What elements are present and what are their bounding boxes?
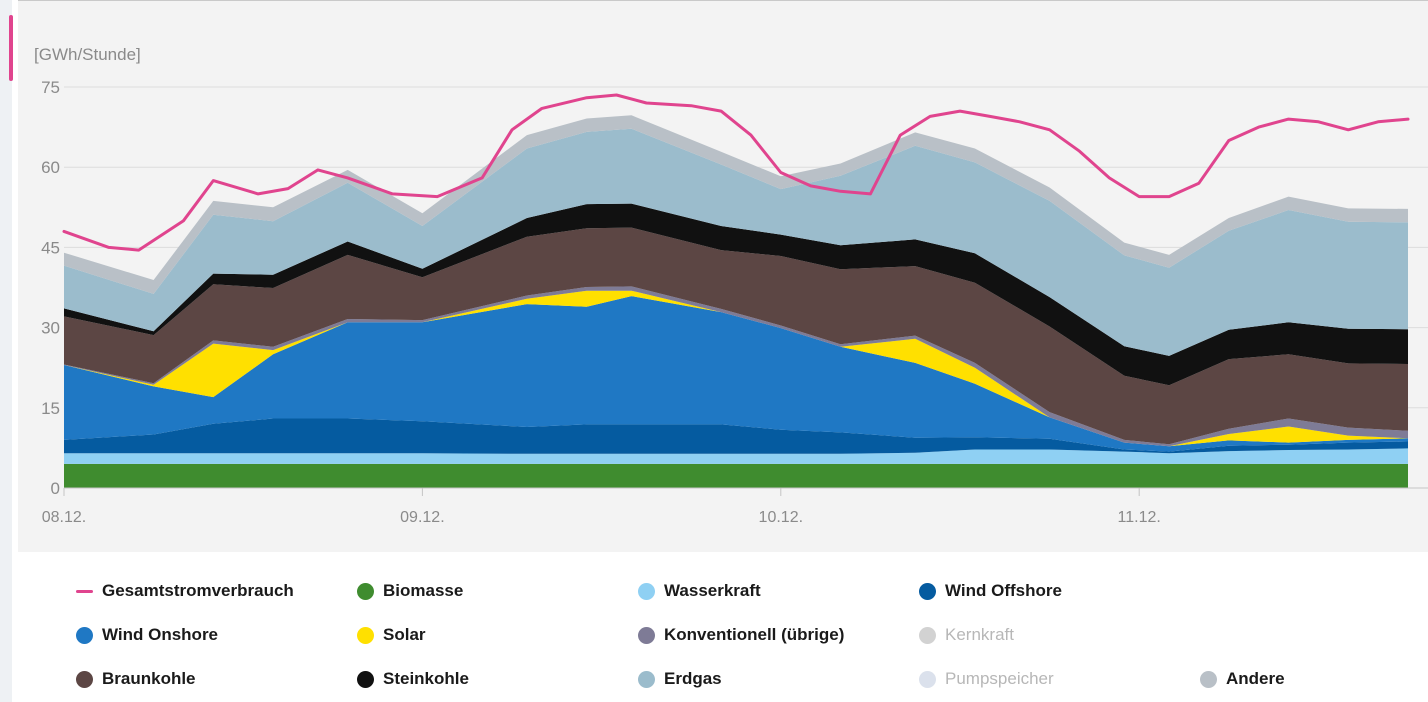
dot-marker-icon [76, 670, 93, 688]
consumption-line-layer [62, 93, 1410, 252]
dot-marker-icon [357, 626, 374, 644]
x-tick-label: 09.12. [400, 509, 444, 526]
series-area-wind-onshore[interactable] [64, 296, 1408, 452]
legend-item-gesamtstromverbrauch[interactable]: Gesamtstromverbrauch [76, 579, 294, 603]
series-area-erdgas[interactable] [64, 128, 1408, 356]
legend-item-wind-offshore[interactable]: Wind Offshore [919, 579, 1062, 603]
dot-marker-icon [919, 670, 936, 688]
series-area-wind-offshore[interactable] [64, 418, 1408, 454]
legend-item-pumpspeicher[interactable]: Pumpspeicher [919, 667, 1054, 691]
legend-label: Erdgas [664, 669, 722, 688]
legend-item-braunkohle[interactable]: Braunkohle [76, 667, 196, 691]
dot-marker-icon [357, 670, 374, 688]
y-tick-label: 30 [41, 319, 60, 338]
y-tick-label: 75 [41, 78, 60, 97]
series-area-braunkohle[interactable] [64, 227, 1408, 445]
legend-label: Konventionell (übrige) [664, 625, 845, 644]
stacked-areas [64, 115, 1408, 488]
legend-item-erdgas[interactable]: Erdgas [638, 667, 722, 691]
electricity-chart: 0 15 30 45 60 75 08.12. 09.12. 10.12. 11.12. [GWh… [34, 45, 1428, 526]
y-unit-label: [GWh/Stunde] [34, 45, 141, 64]
series-area-steinkohle[interactable] [64, 203, 1408, 386]
y-tick-label: 60 [41, 158, 60, 177]
dot-marker-icon [638, 670, 655, 688]
legend-item-solar[interactable]: Solar [357, 623, 426, 647]
dot-marker-icon [1200, 670, 1217, 688]
legend-label: Solar [383, 625, 426, 644]
dot-marker-icon [76, 626, 93, 644]
legend-label: Biomasse [383, 581, 464, 600]
x-tick-label: 08.12. [42, 509, 86, 526]
dot-marker-icon [638, 582, 655, 600]
dot-marker-icon [357, 582, 374, 600]
x-tick-label: 10.12. [759, 509, 803, 526]
y-tick-label: 15 [41, 399, 60, 418]
chart-panel: 0 15 30 45 60 75 08.12. 09.12. 10.12. 11.12. [GWh… [18, 0, 1428, 552]
legend-item-steinkohle[interactable]: Steinkohle [357, 667, 469, 691]
legend-label: Pumpspeicher [945, 669, 1054, 688]
dot-marker-icon [919, 582, 936, 600]
y-tick-label: 0 [51, 479, 60, 498]
legend-label: Kernkraft [945, 625, 1014, 644]
dot-marker-icon [919, 626, 936, 644]
legend-item-konventionell-brige[interactable]: Konventionell (übrige) [638, 623, 844, 647]
side-rail [0, 0, 12, 702]
series-area-wasserkraft[interactable] [64, 448, 1408, 464]
active-indicator [9, 15, 13, 81]
legend-label: Wasserkraft [664, 581, 761, 600]
legend-item-wasserkraft[interactable]: Wasserkraft [638, 579, 761, 603]
y-tick-label: 45 [41, 238, 60, 257]
legend-label: Braunkohle [102, 669, 196, 688]
legend-label: Wind Onshore [102, 625, 219, 644]
legend-label: Andere [1226, 669, 1285, 688]
legend-item-kernkraft[interactable]: Kernkraft [919, 623, 1014, 647]
x-tick-label: 11.12. [1118, 509, 1161, 526]
legend-item-wind-onshore[interactable]: Wind Onshore [76, 623, 218, 647]
legend: Gesamtstromverbrauch Biomasse Wasserkraft W… [0, 566, 1428, 702]
series-area-biomasse[interactable] [64, 463, 1408, 488]
consumption-line[interactable] [62, 93, 1410, 252]
legend-label: Wind Offshore [945, 581, 1062, 600]
legend-item-biomasse[interactable]: Biomasse [357, 579, 463, 603]
dot-marker-icon [638, 626, 655, 644]
legend-label: Steinkohle [383, 669, 469, 688]
legend-item-andere[interactable]: Andere [1200, 667, 1285, 691]
series-area-solar[interactable] [64, 290, 1408, 447]
legend-label: Gesamtstromverbrauch [102, 581, 294, 600]
line-marker-icon [76, 589, 93, 593]
axes: 0 15 30 45 60 75 08.12. 09.12. 10.12. 11.12. [41, 78, 1428, 526]
